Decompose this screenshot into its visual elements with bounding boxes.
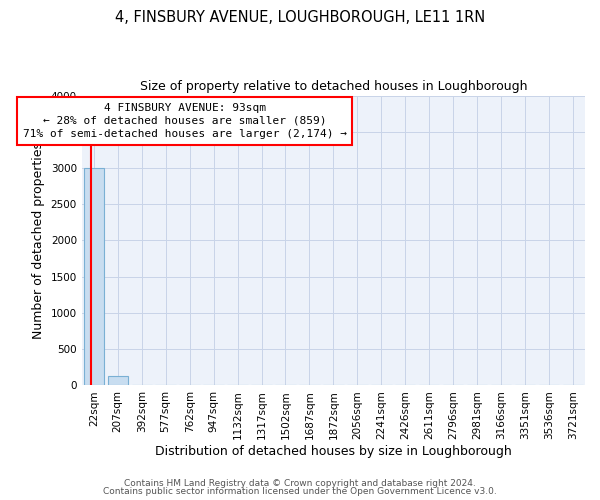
- Y-axis label: Number of detached properties: Number of detached properties: [32, 142, 45, 339]
- Text: Contains HM Land Registry data © Crown copyright and database right 2024.: Contains HM Land Registry data © Crown c…: [124, 478, 476, 488]
- Text: 4 FINSBURY AVENUE: 93sqm
← 28% of detached houses are smaller (859)
71% of semi-: 4 FINSBURY AVENUE: 93sqm ← 28% of detach…: [23, 103, 347, 139]
- Title: Size of property relative to detached houses in Loughborough: Size of property relative to detached ho…: [140, 80, 527, 93]
- Text: Contains public sector information licensed under the Open Government Licence v3: Contains public sector information licen…: [103, 487, 497, 496]
- Bar: [83, 168, 104, 386]
- X-axis label: Distribution of detached houses by size in Loughborough: Distribution of detached houses by size …: [155, 444, 512, 458]
- Bar: [107, 376, 128, 386]
- Text: 4, FINSBURY AVENUE, LOUGHBOROUGH, LE11 1RN: 4, FINSBURY AVENUE, LOUGHBOROUGH, LE11 1…: [115, 10, 485, 25]
